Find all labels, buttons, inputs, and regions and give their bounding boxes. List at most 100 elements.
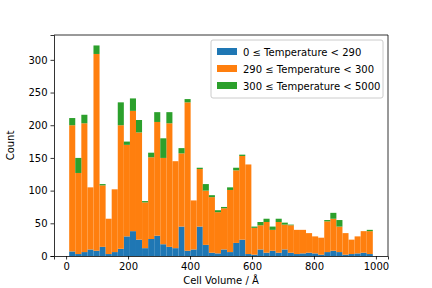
histogram-bar xyxy=(75,173,81,254)
axis-line xyxy=(55,257,389,260)
histogram-bar xyxy=(342,233,348,255)
histogram-bar xyxy=(106,218,112,219)
histogram-bar xyxy=(124,142,130,145)
histogram-bar xyxy=(270,230,276,251)
histogram-bar xyxy=(130,231,136,256)
histogram-bar xyxy=(300,229,306,230)
tick: 0 xyxy=(63,256,69,272)
tick: 800 xyxy=(305,256,324,272)
histogram-bar xyxy=(185,102,191,250)
histogram-bar xyxy=(245,254,251,256)
tick: 100 xyxy=(28,185,54,196)
histogram-bar xyxy=(100,184,106,185)
histogram-bar xyxy=(172,248,178,256)
histogram-bar xyxy=(324,220,330,221)
histogram-bar xyxy=(136,132,142,239)
tick-label: 200 xyxy=(119,261,138,272)
histogram-bar xyxy=(75,254,81,256)
tick-mark xyxy=(128,256,129,260)
histogram-bar xyxy=(367,231,373,254)
histogram-bar xyxy=(178,227,184,256)
histogram-bar xyxy=(197,168,203,169)
histogram-bar xyxy=(312,253,318,256)
histogram-bar xyxy=(355,236,361,253)
legend-swatch xyxy=(217,82,237,89)
histogram-bar xyxy=(154,112,160,122)
histogram-bar xyxy=(118,102,124,125)
histogram-bar xyxy=(251,255,257,256)
histogram-bar xyxy=(154,122,160,236)
legend-swatch xyxy=(217,65,237,72)
histogram-bar xyxy=(130,111,136,231)
tick: 600 xyxy=(243,256,262,272)
tick: 200 xyxy=(119,256,138,272)
histogram-bar xyxy=(81,252,87,256)
histogram-bar xyxy=(251,228,257,255)
histogram-bar xyxy=(300,253,306,256)
histogram-bar xyxy=(87,187,93,188)
histogram-bar xyxy=(245,164,251,165)
histogram-bar xyxy=(282,249,288,256)
histogram-bar xyxy=(185,99,191,102)
tick-mark xyxy=(51,191,55,192)
histogram-bar xyxy=(342,233,348,234)
histogram-bar xyxy=(197,169,203,227)
histogram-bar xyxy=(178,153,184,226)
histogram-bar xyxy=(312,236,318,253)
histogram-bar xyxy=(367,254,373,256)
histogram-bar xyxy=(288,253,294,256)
histogram-bar xyxy=(306,233,312,253)
histogram-bar xyxy=(330,219,336,251)
histogram-bar xyxy=(288,225,294,252)
histogram-bar xyxy=(166,247,172,256)
tick-label: 0 xyxy=(41,251,47,262)
tick: 50 xyxy=(35,218,54,229)
histogram-bar xyxy=(93,45,99,54)
histogram-bar xyxy=(191,200,197,201)
histogram-bar xyxy=(361,231,367,232)
histogram-bar xyxy=(87,249,93,256)
tick-mark xyxy=(376,256,377,260)
histogram-bar xyxy=(257,222,263,225)
histogram-bar xyxy=(306,253,312,256)
histogram-bar xyxy=(257,249,263,256)
histogram-bar xyxy=(342,255,348,256)
histogram-bar xyxy=(118,249,124,256)
histogram-bar xyxy=(112,189,118,252)
histogram-bar xyxy=(209,253,215,256)
histogram-bar xyxy=(166,112,172,123)
histogram-bar xyxy=(270,227,276,230)
histogram-bar xyxy=(136,120,142,132)
tick-label: 300 xyxy=(28,55,47,66)
histogram-bar xyxy=(178,148,184,153)
histogram-bar xyxy=(349,240,355,254)
y-axis-title: Count xyxy=(5,131,16,161)
histogram-bar xyxy=(215,210,221,212)
histogram-bar xyxy=(221,208,227,249)
histogram-bar xyxy=(264,222,270,253)
histogram-bar xyxy=(367,230,373,231)
histogram-bar xyxy=(221,207,227,208)
histogram-bar xyxy=(160,158,166,244)
tick: 150 xyxy=(28,153,54,164)
histogram-bar xyxy=(106,254,112,256)
histogram-bar xyxy=(148,157,154,239)
histogram-bar xyxy=(172,161,178,162)
tick-label: 150 xyxy=(28,153,47,164)
tick-mark xyxy=(51,60,55,61)
chart: 020040060080010000501001502002503000 ≤ T… xyxy=(0,0,432,288)
legend-swatch xyxy=(217,48,237,55)
histogram-bar xyxy=(112,252,118,256)
tick: 0 xyxy=(41,251,54,262)
histogram-bar xyxy=(288,224,294,226)
histogram-bar xyxy=(124,145,130,237)
histogram-bar xyxy=(215,212,221,253)
tick-label: 800 xyxy=(305,261,324,272)
histogram-bar xyxy=(239,156,245,240)
histogram-bar xyxy=(276,253,282,256)
histogram-bar xyxy=(312,236,318,237)
tick-label: 200 xyxy=(28,120,47,131)
tick-label: 1000 xyxy=(364,261,389,272)
tick-mark xyxy=(51,93,55,94)
histogram-bar xyxy=(324,252,330,256)
